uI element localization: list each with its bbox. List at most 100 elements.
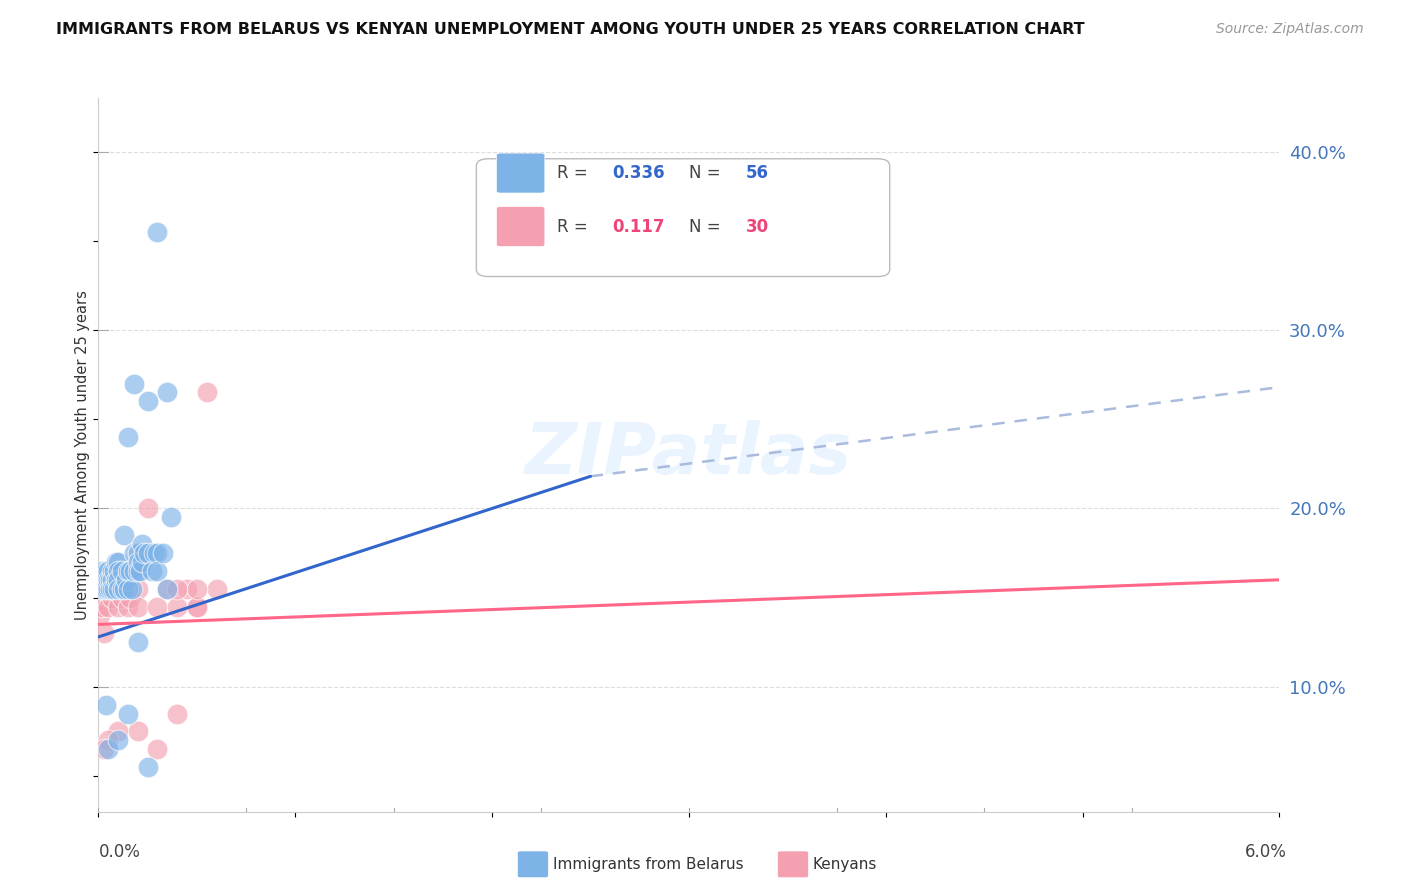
Point [111,564,134,578]
Point [107,564,129,578]
Text: 56: 56 [745,164,769,182]
Point [176,582,198,596]
Text: 0.117: 0.117 [612,218,665,235]
Point [112,528,135,542]
Text: R =: R = [557,218,593,235]
Point [146,599,169,614]
Point [98,582,121,596]
Point [146,564,169,578]
Point [127,724,149,739]
Text: 0.336: 0.336 [612,164,665,182]
Point [122,564,145,578]
Point [105,573,128,587]
Point [146,225,169,239]
Point [93,573,115,587]
Point [127,564,149,578]
Point [103,582,125,596]
Point [146,546,169,560]
Point [115,573,138,587]
Point [107,555,129,569]
Point [97,742,120,756]
Point [136,501,159,516]
Text: 0.0%: 0.0% [98,843,141,861]
Point [128,564,150,578]
Point [103,564,125,578]
Point [195,385,218,400]
Point [166,582,188,596]
Point [166,706,188,721]
Point [186,599,208,614]
Point [101,582,124,596]
Point [111,591,134,605]
Point [117,564,139,578]
Text: IMMIGRANTS FROM BELARUS VS KENYAN UNEMPLOYMENT AMONG YOUTH UNDER 25 YEARS CORREL: IMMIGRANTS FROM BELARUS VS KENYAN UNEMPL… [56,22,1085,37]
Point [186,599,208,614]
Point [97,599,120,614]
FancyBboxPatch shape [496,207,546,246]
Point [127,599,149,614]
Point [96,582,118,596]
Point [107,733,129,747]
Text: N =: N = [689,218,725,235]
FancyBboxPatch shape [477,159,890,277]
Point [101,564,124,578]
Point [160,510,183,524]
FancyBboxPatch shape [496,153,546,193]
Point [96,564,118,578]
Point [107,599,129,614]
Point [101,573,124,587]
Point [107,582,129,596]
Point [91,599,114,614]
Point [97,582,120,596]
Point [93,742,115,756]
Point [98,573,121,587]
Point [97,573,120,587]
Point [136,546,159,560]
Y-axis label: Unemployment Among Youth under 25 years: Unemployment Among Youth under 25 years [75,290,90,620]
Point [117,430,139,444]
Point [131,537,153,551]
Text: Kenyans: Kenyans [813,857,877,871]
Point [117,706,139,721]
Point [127,635,149,649]
Point [89,582,111,596]
Point [96,698,118,712]
Point [105,555,128,569]
Text: 30: 30 [745,218,769,235]
Text: N =: N = [689,164,725,182]
Point [142,546,165,560]
Point [127,555,149,569]
Point [107,573,129,587]
Point [122,546,145,560]
Point [107,724,129,739]
Point [91,564,114,578]
Text: 6.0%: 6.0% [1244,843,1286,861]
Point [118,564,141,578]
Text: Source: ZipAtlas.com: Source: ZipAtlas.com [1216,22,1364,37]
Point [156,582,179,596]
Point [97,564,120,578]
Text: R =: R = [557,164,593,182]
Point [131,555,153,569]
Point [121,582,143,596]
Text: ZIPatlas: ZIPatlas [526,420,852,490]
Point [205,582,228,596]
Point [107,582,129,596]
Point [166,599,188,614]
Point [117,599,139,614]
Point [89,608,111,623]
Point [93,626,115,640]
Point [101,591,124,605]
Point [186,582,208,596]
Point [122,376,145,391]
Point [96,582,118,596]
Point [97,733,120,747]
Point [156,385,179,400]
Point [112,582,135,596]
Point [156,582,179,596]
Point [152,546,174,560]
Point [127,582,149,596]
Point [118,591,141,605]
Point [141,564,163,578]
Point [117,582,139,596]
